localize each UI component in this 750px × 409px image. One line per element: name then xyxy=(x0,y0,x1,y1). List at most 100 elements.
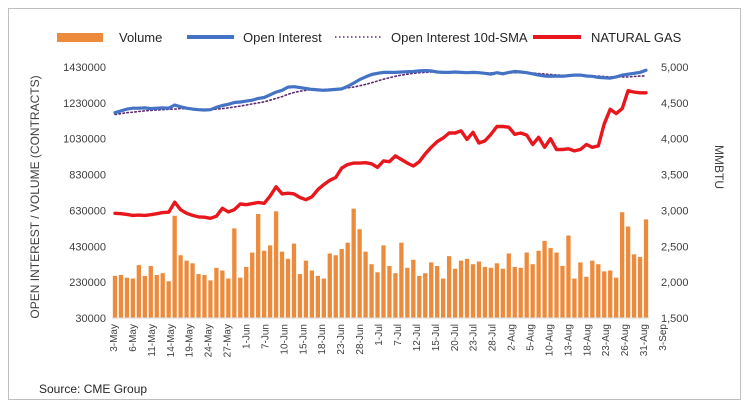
x-tick-label: 11-May xyxy=(147,324,158,357)
y-axis-right-title: MMBTU xyxy=(712,145,726,189)
volume-bar xyxy=(124,277,130,318)
volume-bar xyxy=(291,243,297,318)
volume-bar xyxy=(536,250,541,318)
volume-bar xyxy=(226,278,231,318)
y-tick-left-label: 1430000 xyxy=(63,62,106,74)
volume-bar xyxy=(500,268,505,318)
y-tick-left-label: 630000 xyxy=(69,205,106,217)
volume-bar xyxy=(452,268,458,318)
volume-bar xyxy=(441,278,446,318)
x-tick-label: 15-Jun xyxy=(298,324,309,355)
volume-bar xyxy=(435,266,440,318)
volume-bar xyxy=(351,208,356,318)
y-tick-left-label: 1030000 xyxy=(63,134,106,146)
x-tick-label: 14-May xyxy=(166,324,177,357)
y-axis-right-ticks: 1,500 2,000 2,500 3,000 3,500 4,000 4,500 5,000 xyxy=(661,62,689,325)
volume-bar xyxy=(262,250,267,318)
volume-bar xyxy=(381,245,386,318)
y-tick-left-label: 1230000 xyxy=(63,98,106,110)
x-tick-label: 6-May xyxy=(128,324,139,352)
volume-bar xyxy=(518,267,523,318)
volume-bar xyxy=(250,252,255,318)
y-tick-right-label: 5,000 xyxy=(661,62,689,74)
volume-bar xyxy=(315,275,320,318)
volume-bar xyxy=(554,252,559,318)
volume-bar xyxy=(363,251,368,318)
volume-bar xyxy=(584,276,589,318)
volume-bar xyxy=(446,256,452,318)
volume-bar xyxy=(154,274,159,318)
x-tick-label: 23-Jun xyxy=(336,324,347,355)
volume-bar xyxy=(357,229,362,318)
y-axis-left-ticks: 30000 230000 430000 630000 830000 1030000 1230… xyxy=(63,62,106,325)
legend: Volume Open Interest Open Interest 10d-S… xyxy=(57,30,682,45)
volume-bar xyxy=(238,277,243,318)
volume-bar xyxy=(625,226,631,318)
volume-bar xyxy=(273,211,279,318)
volume-bar xyxy=(369,264,374,318)
x-tick-label: 2-Aug xyxy=(507,324,518,351)
volume-bar xyxy=(631,254,637,318)
volume-bar xyxy=(285,258,291,318)
volume-bar xyxy=(548,248,553,318)
volume-bar xyxy=(267,245,273,318)
volume-bar xyxy=(411,259,416,318)
volume-bar xyxy=(309,270,315,318)
volume-bar xyxy=(333,255,338,318)
volume-bar xyxy=(482,266,488,318)
volume-bar xyxy=(345,242,350,318)
chart-canvas: Volume Open Interest Open Interest 10d-S… xyxy=(28,30,726,358)
x-tick-label: 19-May xyxy=(185,324,196,357)
volume-bar xyxy=(470,264,476,318)
y-tick-right-label: 3,000 xyxy=(661,205,689,217)
volume-bar xyxy=(494,263,499,318)
volume-bar xyxy=(458,260,464,318)
volume-bar xyxy=(399,242,404,318)
volume-bar xyxy=(614,277,619,318)
volume-bar xyxy=(148,266,153,318)
volume-bar xyxy=(393,273,398,318)
x-tick-label: 5-Aug xyxy=(525,324,536,351)
volume-bar xyxy=(190,263,195,318)
x-tick-label: 1-Jun xyxy=(242,324,253,349)
volume-bar xyxy=(130,278,136,318)
legend-volume-swatch xyxy=(57,33,103,42)
x-tick-label: 24-May xyxy=(204,324,215,357)
volume-bar xyxy=(566,235,571,318)
chart-frame: Volume Open Interest Open Interest 10d-S… xyxy=(8,8,741,400)
x-tick-label: 7-Jun xyxy=(260,324,271,349)
x-tick-label: 27-May xyxy=(223,324,234,357)
volume-bar xyxy=(417,275,422,318)
volume-bar xyxy=(142,275,147,318)
y-tick-left-label: 30000 xyxy=(75,313,106,325)
volume-bar xyxy=(542,240,547,318)
volume-bar xyxy=(423,273,428,318)
volume-bar xyxy=(184,260,189,318)
x-tick-label: 1-Jul xyxy=(374,324,385,346)
volume-bar xyxy=(488,267,494,318)
volume-bar xyxy=(112,275,118,318)
x-tick-label: 23-Jul xyxy=(469,324,480,351)
legend-oi-sma-label: Open Interest 10d-SMA xyxy=(391,30,528,45)
volume-bar xyxy=(208,280,213,318)
volume-bar xyxy=(160,273,165,318)
volume-bar xyxy=(303,260,309,318)
volume-bar xyxy=(590,260,595,318)
y-tick-left-label: 430000 xyxy=(69,241,106,253)
x-tick-label: 10-Jun xyxy=(279,324,290,355)
legend-volume-label: Volume xyxy=(119,30,162,45)
volume-bar xyxy=(506,253,511,318)
y-tick-right-label: 2,000 xyxy=(661,277,689,289)
y-tick-left-label: 830000 xyxy=(69,170,106,182)
volume-bar xyxy=(596,264,601,318)
volume-bar xyxy=(572,278,577,318)
x-tick-label: 26-Aug xyxy=(620,324,631,356)
volume-bar xyxy=(643,219,649,318)
x-axis-ticks: 3-May 6-May 11-May 14-May 19-May 24-May 27-May… xyxy=(109,324,669,358)
line-series xyxy=(113,68,648,221)
volume-bar xyxy=(256,214,261,318)
y-tick-right-label: 2,500 xyxy=(661,241,689,253)
natural-gas-line xyxy=(113,88,648,221)
y-axis-left-title: OPEN INTEREST / VOLUME (CONTRACTS) xyxy=(28,75,42,318)
legend-open-interest-label: Open Interest xyxy=(243,30,322,45)
